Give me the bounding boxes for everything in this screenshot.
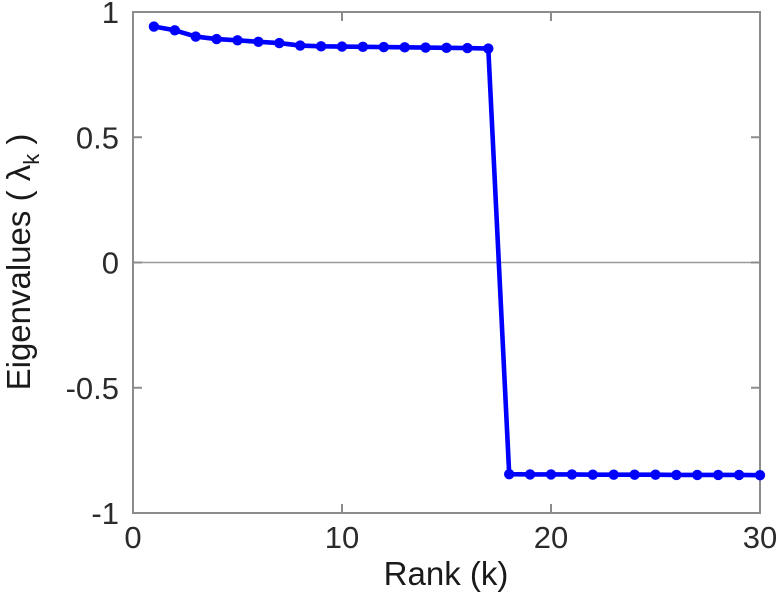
- x-tick-label: 10: [325, 520, 359, 555]
- x-tick-label: 0: [124, 520, 141, 555]
- data-point-marker: [420, 42, 431, 53]
- data-point-marker: [733, 469, 745, 481]
- data-point-marker: [378, 41, 389, 53]
- x-tick-label: 20: [534, 520, 568, 555]
- x-axis-tick-marks: [341, 12, 552, 513]
- data-point-marker: [336, 41, 348, 52]
- y-axis-title-group: Eigenvalues ( λk ): [0, 134, 44, 391]
- data-point-marker: [399, 42, 410, 53]
- data-point-marker: [629, 469, 640, 480]
- data-point-marker: [232, 35, 243, 46]
- data-point-marker: [608, 469, 619, 480]
- data-point-marker: [190, 31, 201, 42]
- data-point-marker: [295, 40, 306, 51]
- data-point-marker: [545, 469, 557, 480]
- data-point-marker: [524, 469, 536, 480]
- data-point-marker: [754, 469, 766, 481]
- data-series-markers: [148, 21, 766, 481]
- y-axis-title: Eigenvalues ( λk ): [0, 134, 44, 391]
- y-axis-tick-marks: [133, 136, 760, 389]
- y-tick-label: -0.5: [66, 371, 119, 406]
- y-tick-label: 0.5: [76, 120, 119, 155]
- data-point-marker: [483, 43, 494, 54]
- data-point-marker: [692, 469, 703, 481]
- x-axis-tick-labels: 0 10 20 30: [124, 520, 777, 555]
- y-axis-tick-labels: -1 -0.5 0 0.5 1: [66, 0, 119, 531]
- data-point-marker: [504, 468, 515, 480]
- data-point-marker: [462, 42, 473, 54]
- data-point-marker: [148, 21, 160, 32]
- data-point-marker: [315, 41, 327, 52]
- data-point-marker: [169, 25, 180, 36]
- y-axis-title-main: Eigenvalues ( λ: [0, 164, 37, 390]
- data-point-marker: [650, 469, 661, 480]
- data-point-marker: [587, 469, 598, 480]
- data-point-marker: [253, 36, 264, 48]
- data-point-marker: [441, 42, 452, 54]
- data-point-marker: [713, 469, 724, 481]
- data-point-marker: [274, 37, 285, 49]
- y-tick-label: -1: [91, 496, 119, 531]
- data-point-marker: [566, 469, 578, 480]
- y-tick-label: 1: [102, 0, 119, 30]
- y-axis-title-suffix: ): [0, 134, 37, 154]
- y-tick-label: 0: [102, 246, 119, 281]
- x-axis-title: Rank (k): [384, 555, 509, 592]
- x-tick-label: 30: [743, 520, 777, 555]
- data-point-marker: [357, 41, 369, 53]
- data-point-marker: [671, 469, 682, 481]
- y-axis-title-subscript: k: [19, 153, 44, 165]
- data-point-marker: [211, 33, 222, 45]
